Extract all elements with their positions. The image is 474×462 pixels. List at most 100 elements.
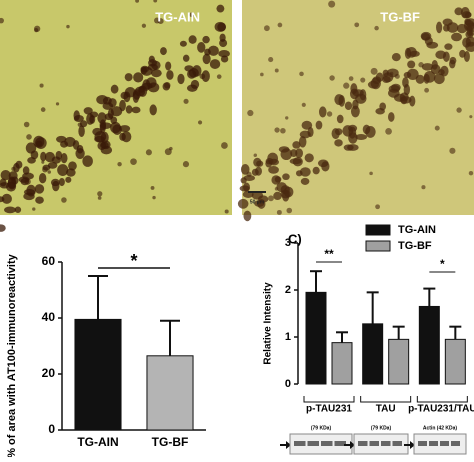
cell	[240, 164, 250, 175]
cell	[148, 55, 155, 63]
cell	[39, 83, 44, 88]
cell	[33, 135, 45, 148]
cell	[315, 120, 323, 130]
y-tick-label: 2	[285, 284, 291, 296]
cell	[349, 88, 359, 100]
cell	[365, 125, 376, 138]
group-bracket	[303, 396, 355, 403]
scale-bar-label: 50 µm	[250, 199, 265, 205]
cell	[102, 102, 114, 110]
cell	[219, 39, 228, 48]
cell	[454, 7, 463, 16]
cell	[352, 99, 359, 110]
bar	[418, 305, 440, 385]
cell	[125, 105, 133, 114]
cell	[97, 196, 102, 200]
cell	[82, 155, 93, 167]
group-bracket	[360, 396, 412, 403]
significance-label: *	[130, 251, 137, 271]
cell	[0, 170, 11, 181]
cell	[61, 197, 67, 203]
cell	[449, 147, 456, 154]
blot-band	[451, 441, 460, 446]
cell	[251, 168, 259, 176]
cell	[83, 107, 93, 115]
cell	[182, 54, 190, 62]
cell	[209, 59, 221, 69]
cell	[277, 22, 283, 28]
cell	[52, 180, 60, 192]
cell	[379, 102, 387, 111]
cell	[464, 18, 474, 27]
cell	[165, 61, 172, 71]
cell	[436, 21, 443, 34]
cell	[409, 50, 420, 57]
cell	[11, 166, 16, 172]
cell	[326, 111, 333, 117]
cell	[47, 170, 52, 174]
cell	[4, 206, 16, 214]
blot-label: (79 KDa)	[311, 425, 332, 431]
cell	[391, 52, 401, 62]
cell	[77, 122, 83, 127]
cell	[253, 157, 262, 167]
cell	[304, 153, 314, 163]
cell	[68, 161, 77, 171]
cell	[334, 94, 344, 105]
cell	[221, 142, 228, 149]
cell	[434, 125, 440, 131]
y-tick-label: 60	[42, 254, 56, 268]
y-tick-label: 0	[285, 378, 291, 390]
cell	[55, 150, 63, 160]
blot-arrow	[280, 441, 291, 449]
cell	[38, 172, 47, 184]
blot-band	[321, 441, 333, 446]
cell	[336, 114, 344, 124]
cell	[243, 175, 256, 182]
cell	[141, 23, 147, 28]
x-tick-label: TG-BF	[152, 435, 189, 449]
cell	[166, 70, 174, 80]
cell	[260, 72, 264, 77]
cell	[220, 55, 229, 63]
cell	[374, 25, 379, 31]
cell	[274, 187, 279, 191]
significance-label: *	[440, 257, 445, 271]
blot-band	[358, 441, 368, 446]
cell	[177, 73, 185, 85]
cell	[99, 122, 106, 133]
cell	[150, 69, 162, 78]
cell	[404, 47, 412, 59]
blot-arrow	[344, 441, 355, 449]
cell	[247, 109, 254, 117]
cell	[169, 146, 173, 151]
bar	[74, 318, 122, 431]
blot-band	[334, 441, 346, 446]
cell	[26, 134, 32, 140]
cell	[469, 115, 473, 119]
blot-band	[440, 441, 449, 446]
cell	[104, 113, 113, 121]
cell	[243, 210, 252, 222]
cell	[97, 112, 107, 124]
cell	[202, 53, 211, 65]
cell	[286, 207, 293, 214]
cell	[112, 124, 122, 135]
x-tick-label: TG-AIN	[77, 435, 118, 449]
bar	[305, 291, 327, 385]
cell	[243, 182, 250, 192]
blot-label: (79 KDa)	[371, 425, 392, 431]
cell	[0, 178, 7, 187]
cell	[421, 63, 434, 71]
cell	[418, 62, 424, 68]
cell	[86, 113, 94, 125]
cell	[23, 121, 30, 128]
cell	[246, 171, 252, 177]
cell	[465, 41, 474, 52]
cell	[443, 24, 450, 32]
cell	[110, 84, 119, 94]
cell	[35, 196, 44, 204]
cell	[424, 87, 430, 93]
cell	[370, 67, 378, 75]
cell	[14, 206, 22, 213]
